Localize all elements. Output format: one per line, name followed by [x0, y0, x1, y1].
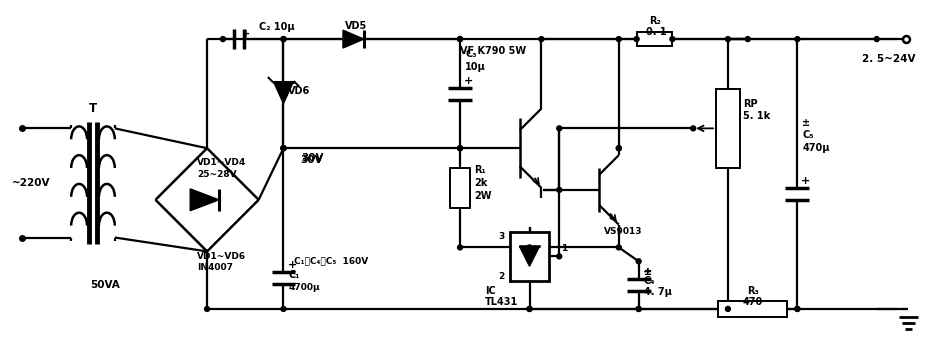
Circle shape: [616, 245, 621, 250]
Text: 30V: 30V: [300, 155, 322, 165]
Text: VD1~VD4: VD1~VD4: [197, 158, 247, 167]
Text: VD6: VD6: [289, 86, 311, 96]
Text: C₄: C₄: [644, 276, 655, 286]
Text: C₁、C₄、C₅  160V: C₁、C₄、C₅ 160V: [294, 257, 368, 266]
Text: 2W: 2W: [474, 191, 491, 201]
Text: R₃: R₃: [747, 286, 758, 296]
Text: +: +: [801, 176, 811, 186]
Text: +: +: [643, 267, 652, 277]
Polygon shape: [191, 189, 219, 211]
Text: IC: IC: [485, 286, 496, 296]
Text: 2. 5~24V: 2. 5~24V: [862, 54, 915, 64]
Circle shape: [616, 146, 621, 151]
Polygon shape: [519, 246, 540, 266]
Text: 30V: 30V: [302, 153, 324, 163]
Circle shape: [670, 37, 675, 41]
Text: +: +: [242, 29, 250, 39]
Text: ±: ±: [802, 118, 811, 128]
Text: ~220V: ~220V: [12, 178, 50, 188]
Text: TL431: TL431: [485, 297, 518, 307]
Text: +: +: [288, 260, 297, 270]
Circle shape: [557, 187, 561, 192]
Text: 0. 1: 0. 1: [646, 27, 667, 37]
Circle shape: [636, 306, 641, 311]
Circle shape: [205, 306, 209, 311]
Circle shape: [874, 37, 879, 41]
Circle shape: [795, 306, 800, 311]
Text: RP: RP: [743, 99, 757, 108]
Polygon shape: [343, 30, 364, 48]
Text: R₂: R₂: [648, 16, 660, 26]
Text: VD1~VD6: VD1~VD6: [197, 252, 247, 261]
Text: 4. 7μ: 4. 7μ: [644, 287, 672, 297]
Circle shape: [281, 146, 286, 151]
Circle shape: [616, 37, 621, 41]
Text: VF K790 5W: VF K790 5W: [460, 46, 526, 56]
Polygon shape: [274, 82, 293, 104]
Circle shape: [557, 254, 561, 259]
Circle shape: [726, 306, 730, 311]
Text: 1: 1: [561, 244, 568, 253]
Circle shape: [636, 306, 641, 311]
Circle shape: [726, 37, 730, 41]
Circle shape: [458, 146, 462, 151]
Text: C₁: C₁: [289, 270, 300, 280]
Text: 470: 470: [743, 297, 763, 307]
Text: VS9013: VS9013: [604, 227, 643, 236]
Bar: [718, 301, 787, 317]
Circle shape: [636, 259, 641, 264]
Circle shape: [527, 306, 532, 311]
Circle shape: [539, 37, 544, 41]
Text: 25~28V: 25~28V: [197, 170, 237, 179]
Text: 4700μ: 4700μ: [289, 283, 320, 292]
Circle shape: [745, 37, 750, 41]
Circle shape: [458, 146, 462, 151]
Circle shape: [281, 306, 286, 311]
Text: 470μ: 470μ: [802, 143, 829, 153]
Text: 3: 3: [499, 232, 504, 241]
Text: 10μ: 10μ: [465, 62, 486, 72]
Text: VD5: VD5: [345, 21, 367, 31]
Circle shape: [527, 306, 532, 311]
Bar: [510, 232, 549, 281]
Circle shape: [458, 245, 462, 250]
Circle shape: [281, 37, 286, 41]
Text: 2k: 2k: [474, 178, 488, 188]
Circle shape: [616, 146, 621, 151]
Text: ±: ±: [644, 267, 652, 277]
Text: 5. 1k: 5. 1k: [743, 112, 770, 121]
Bar: [716, 89, 740, 168]
Circle shape: [557, 126, 561, 131]
Circle shape: [691, 126, 696, 131]
Bar: [450, 168, 470, 208]
Text: 50VA: 50VA: [90, 280, 120, 290]
Circle shape: [634, 37, 639, 41]
Text: C₅: C₅: [802, 130, 814, 140]
Circle shape: [795, 37, 800, 41]
Text: IN4007: IN4007: [197, 263, 234, 272]
Text: T: T: [89, 102, 97, 115]
Text: C₂ 10μ: C₂ 10μ: [259, 22, 294, 32]
Circle shape: [795, 306, 800, 311]
Circle shape: [220, 37, 225, 41]
Text: +: +: [464, 76, 474, 86]
Bar: [637, 32, 672, 46]
Circle shape: [527, 245, 532, 250]
Text: 2: 2: [499, 272, 504, 281]
Text: C₃: C₃: [465, 49, 476, 59]
Circle shape: [281, 37, 286, 41]
Circle shape: [281, 146, 286, 151]
Circle shape: [458, 37, 462, 41]
Circle shape: [281, 146, 286, 151]
Circle shape: [458, 37, 462, 41]
Text: R₁: R₁: [474, 165, 486, 175]
